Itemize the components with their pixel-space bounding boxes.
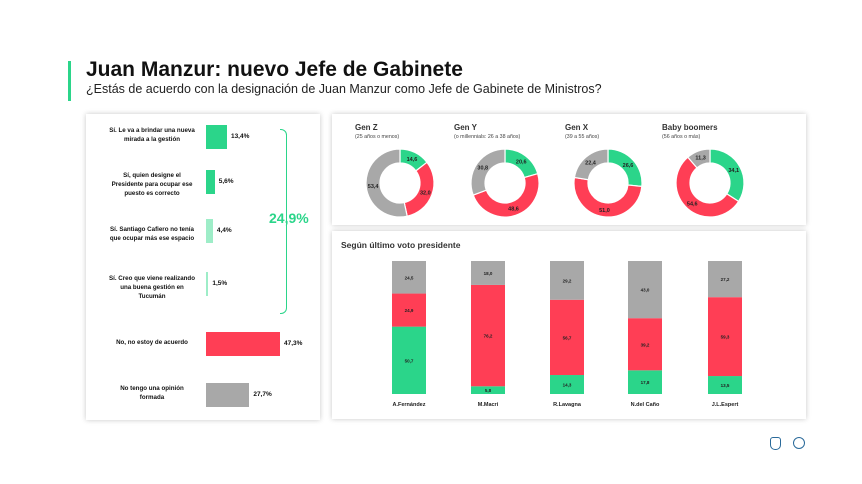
answer-value-label: 27,7%: [253, 391, 272, 398]
vote-bar-segment: [471, 284, 505, 387]
answer-bar: [206, 272, 209, 296]
donut-segment: [365, 148, 408, 218]
vote-category-label: M.Macri: [478, 402, 499, 408]
donut-segment: [472, 172, 540, 218]
donut-value-label: 26,6: [623, 163, 634, 169]
donut-value-label: 53,4: [368, 184, 380, 190]
vote-value-label: 5,8: [485, 388, 492, 393]
page-subtitle: ¿Estás de acuerdo con la designación de …: [86, 82, 602, 96]
donut-value-label: 14,6: [407, 157, 418, 163]
yes-total-label: 24,9%: [269, 210, 309, 226]
vote-bar-segment: [392, 261, 426, 294]
answer-label: Sí. Creo que viene realizando una buena …: [109, 275, 195, 300]
vote-value-label: 27,2: [721, 277, 730, 282]
answer-label: Sí. Le va a brindar una nueva mirada a l…: [109, 127, 195, 143]
vote-bar-segment: [550, 299, 584, 376]
opinion-panel: [86, 114, 320, 420]
vote-bar-segment: [708, 376, 742, 394]
generation-name: Gen Z: [355, 123, 378, 132]
answer-label: No tengo una opinión formada: [120, 385, 184, 401]
generation-age-range: (56 años o más): [662, 134, 701, 140]
vote-value-label: 17,8: [641, 380, 650, 385]
vote-category-label: N.del Caño: [631, 402, 660, 408]
generation-name: Baby boomers: [662, 123, 718, 132]
title-accent-bar: [68, 61, 71, 101]
generation-age-range: (25 años o menos): [355, 134, 400, 140]
answer-bar: [206, 383, 250, 407]
answer-bar: [206, 125, 227, 149]
answer-label: Sí, quien designe el Presidente para ocu…: [111, 172, 193, 197]
answer-value-label: 5,6%: [218, 178, 234, 185]
donut-segment: [675, 156, 740, 218]
vote-value-label: 24,9: [405, 308, 414, 313]
generation-name: Gen X: [565, 123, 589, 132]
vote-bar-segment: [392, 326, 426, 394]
answer-bar: [206, 332, 280, 356]
answer-value-label: 13,4%: [230, 133, 250, 140]
vote-value-label: 59,3: [721, 335, 730, 340]
donut-segment: [686, 148, 711, 169]
vote-value-label: 56,7: [563, 335, 572, 340]
vote-value-label: 24,5: [405, 275, 414, 280]
vote-bar-segment: [628, 370, 662, 394]
donut-value-label: 34,1: [728, 168, 739, 174]
donut-value-label: 11,3: [695, 156, 705, 162]
vote-bar-segment: [550, 375, 584, 394]
page-title: Juan Manzur: nuevo Jefe de Gabinete: [86, 58, 463, 81]
answer-label: No, no estoy de acuerdo: [116, 339, 188, 346]
generation-name: Gen Y: [454, 123, 477, 132]
vote-value-label: 39,2: [641, 342, 650, 347]
vote-bar-segment: [471, 261, 505, 285]
donut-value-label: 51,0: [599, 208, 610, 214]
vote-category-label: A.Fernández: [392, 402, 425, 408]
answer-bar: [206, 170, 215, 194]
vote-category-label: J.L.Espert: [712, 402, 739, 408]
donut-segment: [573, 176, 643, 218]
donut-segment: [573, 148, 609, 181]
generation-age-range: (39 a 55 años): [565, 134, 600, 140]
answer-label: Sí. Santiago Cafiero no tenía que ocupar…: [109, 226, 195, 242]
vote-bar-segment: [471, 386, 505, 394]
vote-value-label: 18,0: [484, 271, 493, 276]
vote-value-label: 13,5: [721, 383, 730, 388]
answer-value-label: 4,4%: [216, 227, 232, 234]
donut-segment: [470, 148, 506, 196]
vote-value-label: 50,7: [405, 358, 414, 363]
donut-value-label: 32,0: [420, 190, 431, 196]
vote-bar-segment: [550, 261, 584, 300]
donut-value-label: 20,6: [516, 159, 527, 165]
vote-value-label: 76,2: [484, 334, 493, 339]
vote-value-label: 29,2: [563, 278, 572, 283]
vote-bar-segment: [708, 261, 742, 298]
norus-logo-icon: [793, 437, 805, 449]
generation-age-range: (o millennials: 26 a 38 años): [454, 134, 521, 140]
vote-chart-title: Según último voto presidente: [341, 240, 461, 250]
vote-value-label: 43,0: [641, 288, 650, 293]
answer-value-label: 47,3%: [284, 340, 303, 347]
vote-bar-segment: [708, 297, 742, 377]
donut-value-label: 30,8: [477, 166, 488, 172]
donut-value-label: 48,6: [508, 207, 519, 213]
vote-bar-segment: [392, 293, 426, 327]
donut-value-label: 22,4: [585, 160, 597, 166]
vote-bar-segment: [628, 318, 662, 371]
donut-value-label: 54,6: [687, 201, 698, 207]
pollster-logo-icon: [770, 437, 781, 450]
answer-value-label: 1,5%: [212, 280, 228, 287]
vote-value-label: 14,3: [563, 383, 572, 388]
vote-bar-segment: [628, 261, 662, 319]
answer-bar: [206, 219, 213, 243]
vote-category-label: R.Lavagna: [553, 402, 582, 408]
